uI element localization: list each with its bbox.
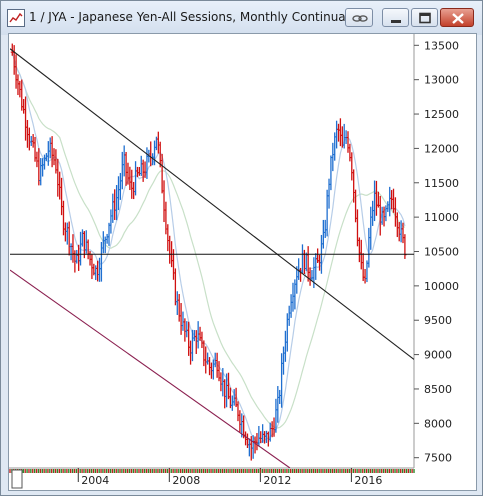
close-button[interactable] <box>440 8 474 27</box>
maximize-button[interactable] <box>411 8 438 27</box>
trendline <box>10 48 414 360</box>
y-tick-label: 10500 <box>424 246 459 259</box>
y-tick-label: 12000 <box>424 142 459 155</box>
window-title: 1 / JYA - Japanese Yen-All Sessions, Mon… <box>29 10 369 24</box>
price-chart[interactable]: 13500 13000 12500 12000 11500 11000 10500 10000… <box>9 34 476 490</box>
y-tick-label: 8000 <box>424 417 452 430</box>
y-tick-label: 13500 <box>424 39 459 52</box>
scroll-thumb <box>11 469 23 489</box>
y-tick-label: 7500 <box>424 452 452 465</box>
y-tick-label: 12500 <box>424 108 459 121</box>
close-icon <box>452 13 464 24</box>
moving-average-fast <box>11 52 406 444</box>
y-tick-label: 11000 <box>424 211 459 224</box>
y-tick-label: 11500 <box>424 177 459 190</box>
plot-series-group <box>10 43 414 468</box>
maximize-icon <box>419 12 431 24</box>
title-bar[interactable]: 1 / JYA - Japanese Yen-All Sessions, Mon… <box>1 1 482 35</box>
link-icon <box>352 15 368 22</box>
minimize-icon <box>391 20 401 23</box>
moving-average-slow <box>11 52 406 429</box>
y-tick-label: 13000 <box>424 74 459 87</box>
x-tick-label: 2012 <box>263 474 291 487</box>
link-button[interactable] <box>345 8 373 27</box>
y-tick-label: 9000 <box>424 349 452 362</box>
chart-app-icon <box>7 9 25 27</box>
y-tick-label: 9500 <box>424 314 452 327</box>
x-tick-label: 2004 <box>81 474 109 487</box>
y-tick-label: 8500 <box>424 383 452 396</box>
x-tick-label: 2008 <box>172 474 200 487</box>
x-tick-label: 2016 <box>354 474 382 487</box>
y-tick-label: 10000 <box>424 280 459 293</box>
chart-area[interactable]: 13500 13000 12500 12000 11500 11000 10500 10000… <box>8 33 477 491</box>
channel-line <box>10 269 291 468</box>
minimize-button[interactable] <box>382 8 409 27</box>
